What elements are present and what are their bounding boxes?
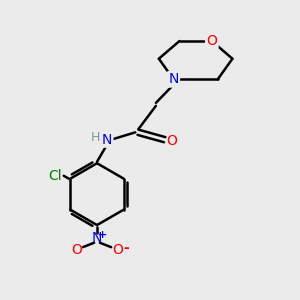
Text: N: N	[168, 72, 179, 86]
Text: O: O	[112, 243, 123, 257]
Text: O: O	[206, 34, 217, 48]
Text: N: N	[102, 133, 112, 147]
Text: H: H	[91, 131, 100, 144]
Text: O: O	[166, 134, 177, 148]
Text: -: -	[123, 241, 129, 255]
Text: N: N	[92, 231, 102, 245]
Text: O: O	[71, 243, 82, 257]
Text: Cl: Cl	[49, 169, 62, 183]
Text: +: +	[98, 230, 107, 240]
